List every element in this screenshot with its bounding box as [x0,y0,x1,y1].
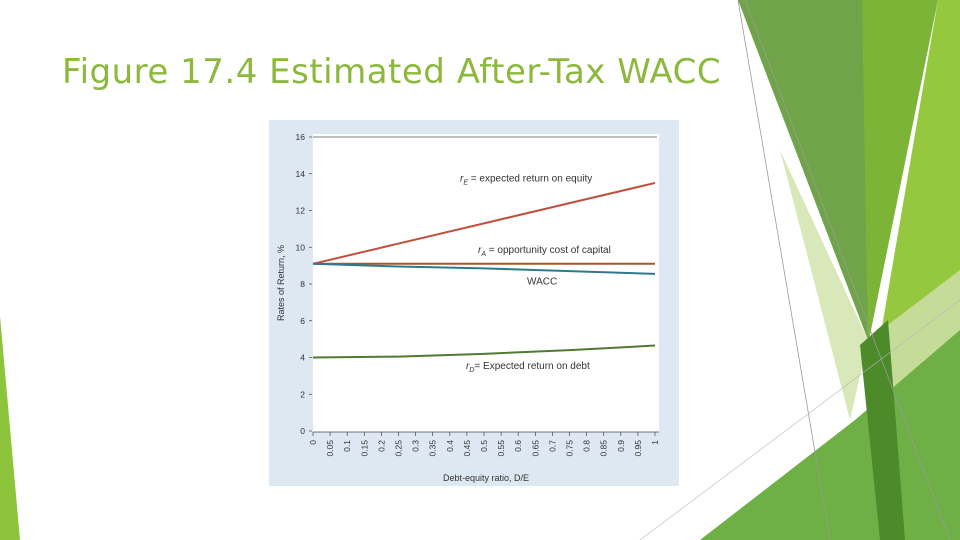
y-tick-label: 10 [296,242,306,252]
x-tick-label: 1 [650,440,660,445]
plot-area [313,134,659,432]
y-tick-label: 4 [300,353,305,363]
y-tick-label: 8 [300,279,305,289]
decoration-shape [862,0,938,345]
x-tick-label: 0.75 [565,440,575,457]
x-tick-label: 0.45 [462,440,472,457]
x-tick-label: 0.85 [599,440,609,457]
decoration-line [737,0,831,540]
y-axis-label: Rates of Return, % [276,245,286,321]
x-tick-label: 0.95 [633,440,643,457]
x-axis-label: Debt-equity ratio, D/E [443,473,529,483]
decoration-line [639,299,960,540]
x-tick-label: 0.25 [394,440,404,457]
x-tick-label: 0.4 [445,440,455,452]
x-tick-label: 0.15 [359,440,369,457]
decoration-shape [738,0,868,340]
x-tick-label: 0.7 [547,440,557,452]
series-line-2 [312,262,656,275]
y-tick-label: 0 [300,426,305,436]
decoration-shape [780,150,868,420]
y-tick-label: 16 [296,132,306,142]
chart-figure: 0 2 4 6 8 10 12 14 16 0 0.05 0.1 0.15 0.2 0.25 0.3 0.35… [269,120,679,486]
series-line-0 [312,181,656,265]
series-annotation: rA = opportunity cost of capital [478,245,611,258]
x-tick-label: 0.5 [479,440,489,452]
x-tick-label: 0.9 [616,440,626,452]
x-tick-label: 0.55 [496,440,506,457]
series-line-3 [312,344,656,359]
slide-title: Figure 17.4 Estimated After-Tax WACC [62,52,722,92]
x-tick-label: 0 [308,440,318,445]
x-tick-label: 0.65 [530,440,540,457]
x-tick-label: 0.3 [411,440,421,452]
left-decoration-shape [0,316,20,540]
x-tick-label: 0.05 [325,440,335,457]
y-tick-label: 14 [296,169,306,179]
y-tick-label: 2 [300,389,305,399]
series-annotation: rD= Expected return on debt [466,361,590,374]
y-tick-label: 12 [296,206,306,216]
wacc-chart: 0 2 4 6 8 10 12 14 16 0 0.05 0.1 0.15 0.2 0.25 0.3 0.35… [276,132,660,483]
series-annotation: WACC [527,276,557,287]
x-tick-label: 0.8 [582,440,592,452]
series-annotation: rE = expected return on equity [460,173,592,186]
x-tick-label: 0.2 [376,440,386,452]
x-tick-label: 0.6 [513,440,523,452]
y-tick-label: 6 [300,316,305,326]
x-tick-label: 0.35 [428,440,438,457]
decoration-line [744,0,951,540]
decoration-shape [860,320,905,540]
x-tick-label: 0.1 [342,440,352,452]
